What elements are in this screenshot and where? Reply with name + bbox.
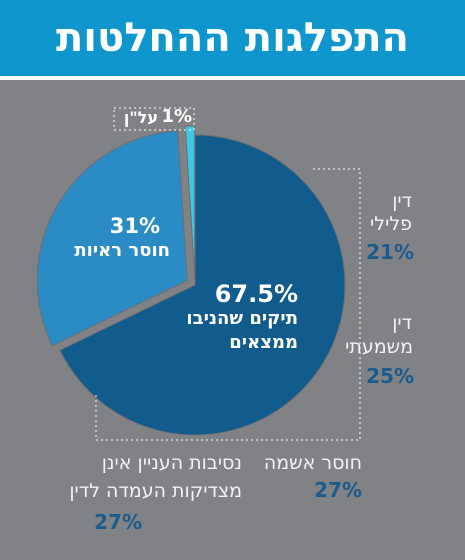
disciplinary-label-line2: משמעתי [345,336,413,358]
main-slice-label-line1: תיקים שהניבו [186,308,298,329]
pie-slice-0 [59,134,346,436]
circumstances-label-line2: מצדיקות העמדה לדין [69,480,242,502]
circumstances-pct: 27% [94,510,142,534]
small-slice-pct: 1% [161,106,192,127]
criminal-label-line1: דין [392,190,412,212]
disciplinary-label-line1: דין [392,312,412,334]
criminal-pct: 21% [366,240,414,264]
no-guilt-pct: 27% [314,478,362,502]
breakdown-bracket [95,168,361,441]
small-slice-label: על"ן [123,108,158,127]
header-banner: התפלגות ההחלטות [0,0,465,76]
main-slice-pct: 67.5% [214,280,298,308]
lack-slice-label: חוסר ראיות [74,240,170,261]
lack-slice-pct: 31% [109,214,160,238]
criminal-label-line2: פלילי [370,213,412,235]
small-slice-box [113,107,195,131]
header-divider [0,76,465,80]
pie-slice-1 [36,130,188,347]
pie-slice-2 [184,125,196,277]
chart-title: התפלגות ההחלטות [55,15,410,61]
main-slice-label-line2: ממצאים [229,332,298,353]
circumstances-label-line1: נסיבות העניין אינן [101,452,242,474]
no-guilt-label: חוסר אשמה [263,452,362,474]
disciplinary-pct: 25% [366,364,414,388]
